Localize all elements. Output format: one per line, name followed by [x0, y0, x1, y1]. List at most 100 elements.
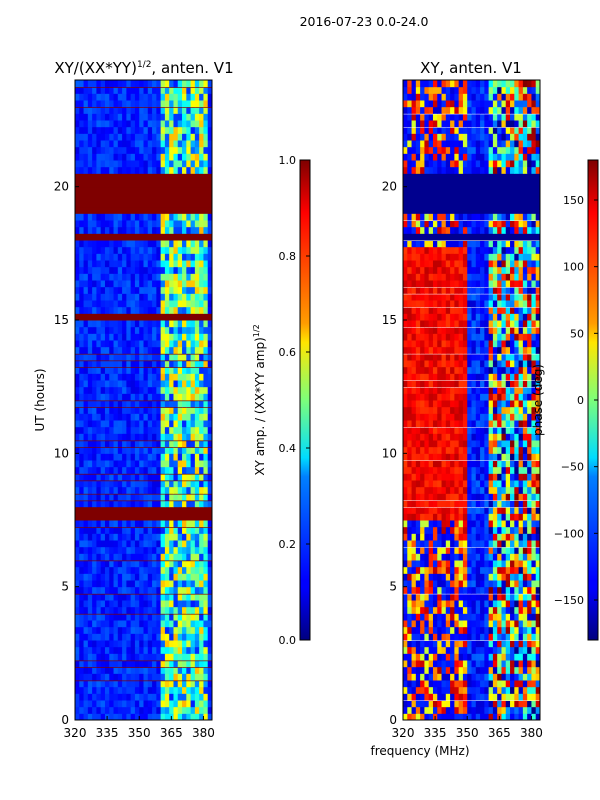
panel2-cell	[522, 473, 528, 481]
panel2-cell	[458, 453, 464, 461]
panel2-cell	[488, 700, 494, 708]
panel2-cell	[415, 286, 421, 294]
panel2-cell	[518, 606, 524, 614]
panel2-cell	[415, 400, 421, 408]
panel2-cell	[488, 686, 494, 694]
panel1-cell	[87, 420, 93, 428]
panel1-cell	[186, 500, 192, 508]
panel1-cell	[100, 666, 106, 674]
panel1-cell	[164, 666, 170, 674]
panel2-cell	[424, 300, 430, 308]
panel1-cell	[156, 420, 162, 428]
panel1-cell	[143, 653, 149, 661]
panel1-cell	[75, 220, 80, 228]
panel2-cell	[407, 453, 413, 461]
panel2-cell	[450, 386, 455, 394]
panel1-cell	[130, 553, 136, 561]
panel1-cell	[143, 533, 149, 541]
colorbar1-label: XY amp. / (XX*YY amp)1/2	[252, 324, 267, 475]
panel1-cell	[177, 113, 183, 121]
panel1-flagged-band	[75, 233, 212, 241]
panel1-cell	[117, 306, 123, 314]
panel1-cell	[190, 613, 196, 621]
colorbar1-tick-label: 0.4	[279, 442, 297, 455]
panel1-cell	[109, 113, 115, 121]
panel2-cell	[527, 300, 532, 308]
panel2-cell	[403, 493, 408, 501]
panel1-cell	[156, 326, 162, 334]
panel2-cell	[475, 593, 481, 601]
panel2-cell	[510, 380, 515, 388]
panel1-cell	[122, 373, 127, 381]
panel1-cell	[186, 140, 192, 148]
panel1-cell	[164, 360, 170, 368]
panel1-cell	[100, 680, 106, 688]
panel1-cell	[92, 273, 97, 281]
panel2-cell	[475, 366, 481, 374]
panel1-cell	[122, 486, 127, 494]
panel1-cell	[156, 93, 162, 101]
panel1-cell	[92, 300, 97, 308]
panel1-cell	[143, 346, 149, 354]
panel1-cell	[139, 160, 144, 168]
panel1-cell	[186, 326, 192, 334]
panel1-cell	[130, 626, 136, 634]
panel2-cell	[432, 300, 438, 308]
panel2-cell	[484, 386, 490, 394]
panel1-cell	[156, 106, 162, 114]
panel2-cell	[501, 573, 507, 581]
panel2-cell	[411, 493, 417, 501]
panel1-cell	[177, 100, 183, 108]
panel2-cell	[471, 540, 477, 548]
panel1-cell	[190, 213, 196, 221]
panel1-cell	[96, 146, 102, 154]
panel1-cell	[83, 246, 89, 254]
panel1-cell	[130, 700, 136, 708]
panel1-cell	[75, 606, 80, 614]
panel1-cell	[156, 653, 162, 661]
panel2-cell	[407, 426, 413, 434]
panel1-cell	[147, 546, 153, 554]
panel2-cell	[488, 360, 494, 368]
panel2-cell	[475, 280, 481, 288]
panel2-cell	[424, 346, 430, 354]
panel1-cell	[194, 266, 200, 274]
panel1-cell	[199, 360, 204, 368]
panel1-cell	[104, 300, 110, 308]
panel2-cell	[535, 553, 540, 561]
panel2-cell	[420, 326, 425, 334]
panel1-cell	[134, 640, 140, 648]
panel2-cell	[411, 660, 417, 668]
panel1-cell	[96, 273, 102, 281]
panel1-cell	[190, 586, 196, 594]
panel1-cell	[199, 706, 204, 714]
panel1-cell	[156, 666, 162, 674]
panel1-cell	[190, 326, 196, 334]
panel1-cell	[207, 226, 212, 234]
panel1-cell	[113, 526, 119, 534]
panel2-cell	[458, 573, 464, 581]
panel1-cell	[177, 333, 183, 341]
panel2-cell	[505, 693, 511, 701]
panel1-cell	[194, 460, 200, 468]
panel2-cell	[522, 380, 528, 388]
panel1-cell	[152, 273, 157, 281]
panel2-cell	[462, 586, 468, 594]
panel1-cell	[83, 580, 89, 588]
panel1-cell	[96, 386, 102, 394]
panel1-cell	[104, 346, 110, 354]
panel2-cell	[462, 313, 468, 321]
colorbar1-tick-label: 0.6	[279, 346, 297, 359]
panel2-cell	[411, 580, 417, 588]
panel1-cell	[203, 160, 209, 168]
panel1-cell	[186, 700, 192, 708]
panel2-cell	[450, 273, 455, 281]
panel2-cell	[497, 393, 502, 401]
panel1-cell	[109, 680, 115, 688]
panel2-cell	[467, 320, 472, 328]
panel1-cell	[147, 640, 153, 648]
panel2-cell	[428, 540, 434, 548]
panel1-cell	[143, 226, 149, 234]
panel2-cell	[480, 493, 485, 501]
panel2-cell	[505, 500, 511, 508]
